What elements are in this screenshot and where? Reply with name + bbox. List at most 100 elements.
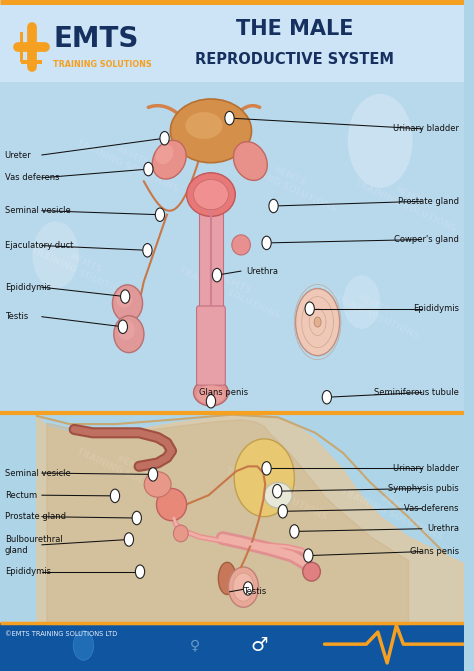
Ellipse shape	[233, 573, 254, 601]
Ellipse shape	[228, 567, 258, 607]
Text: #EMTS
TRAINING SOLUTIONS: #EMTS TRAINING SOLUTIONS	[75, 437, 184, 502]
Text: Epididymis: Epididymis	[413, 304, 459, 313]
Text: Seminiferous tubule: Seminiferous tubule	[374, 388, 459, 397]
Text: Testis: Testis	[5, 312, 28, 321]
Ellipse shape	[185, 112, 222, 139]
Circle shape	[143, 244, 152, 257]
Text: Rectum: Rectum	[5, 491, 37, 500]
FancyBboxPatch shape	[0, 0, 464, 413]
Text: Ureter: Ureter	[5, 150, 31, 160]
Ellipse shape	[197, 385, 225, 404]
Circle shape	[118, 320, 128, 333]
Text: Seminal vesicle: Seminal vesicle	[5, 206, 70, 215]
Ellipse shape	[193, 179, 228, 210]
Ellipse shape	[117, 320, 135, 340]
Text: #EMTS
TRAINING SOLUTIONS: #EMTS TRAINING SOLUTIONS	[233, 149, 342, 213]
FancyBboxPatch shape	[0, 0, 464, 82]
Ellipse shape	[303, 562, 320, 581]
Circle shape	[262, 462, 271, 475]
Text: #EMTS
TRAINING SOLUTIONS: #EMTS TRAINING SOLUTIONS	[177, 256, 286, 321]
Circle shape	[244, 582, 253, 595]
Ellipse shape	[152, 140, 186, 179]
FancyBboxPatch shape	[0, 0, 464, 671]
Text: #EMTS
TRAINING SOLUTIONS: #EMTS TRAINING SOLUTIONS	[224, 458, 333, 522]
Circle shape	[148, 468, 158, 481]
Text: ©EMTS TRAINING SOLUTIONS LTD: ©EMTS TRAINING SOLUTIONS LTD	[5, 631, 117, 637]
Circle shape	[262, 236, 271, 250]
Circle shape	[304, 549, 313, 562]
Circle shape	[212, 268, 222, 282]
Text: #EMTS
TRAINING SOLUTIONS: #EMTS TRAINING SOLUTIONS	[354, 169, 463, 234]
Text: Prostate gland: Prostate gland	[5, 512, 65, 521]
Ellipse shape	[193, 379, 228, 406]
FancyBboxPatch shape	[0, 623, 464, 671]
Circle shape	[348, 94, 413, 188]
Ellipse shape	[144, 472, 171, 497]
Circle shape	[73, 631, 94, 660]
Text: #EMTS
TRAINING SOLUTIONS: #EMTS TRAINING SOLUTIONS	[340, 478, 448, 542]
Text: Vas deferens: Vas deferens	[404, 504, 459, 513]
Text: ♀: ♀	[190, 639, 200, 652]
FancyBboxPatch shape	[20, 32, 23, 62]
Ellipse shape	[234, 142, 267, 180]
Circle shape	[305, 302, 314, 315]
Circle shape	[155, 208, 164, 221]
Ellipse shape	[187, 173, 235, 216]
Text: Urethra: Urethra	[246, 266, 278, 276]
Circle shape	[206, 395, 216, 408]
Text: Bulbourethral
gland: Bulbourethral gland	[5, 535, 63, 554]
Text: THE MALE: THE MALE	[236, 19, 353, 39]
Ellipse shape	[170, 99, 252, 162]
Ellipse shape	[173, 525, 188, 542]
Ellipse shape	[219, 562, 236, 595]
Text: TRAINING SOLUTIONS: TRAINING SOLUTIONS	[53, 60, 152, 69]
Text: Epididymis: Epididymis	[5, 282, 51, 292]
Text: Urethra: Urethra	[427, 524, 459, 533]
Circle shape	[225, 111, 234, 125]
FancyBboxPatch shape	[197, 306, 225, 385]
Text: Prostate gland: Prostate gland	[398, 197, 459, 206]
Ellipse shape	[116, 289, 132, 308]
Ellipse shape	[114, 316, 144, 353]
Text: Urinary bladder: Urinary bladder	[393, 124, 459, 134]
Ellipse shape	[264, 482, 292, 508]
Circle shape	[120, 290, 130, 303]
FancyBboxPatch shape	[21, 60, 42, 64]
Circle shape	[32, 221, 79, 289]
Text: Glans penis: Glans penis	[199, 388, 248, 397]
Polygon shape	[200, 205, 222, 309]
Text: Glans penis: Glans penis	[410, 547, 459, 556]
Circle shape	[124, 533, 134, 546]
Circle shape	[278, 505, 287, 518]
Polygon shape	[37, 415, 464, 624]
Ellipse shape	[296, 289, 339, 356]
Circle shape	[110, 489, 119, 503]
Text: Ejaculatory duct: Ejaculatory duct	[5, 241, 73, 250]
Ellipse shape	[314, 317, 321, 327]
Circle shape	[290, 525, 299, 538]
Circle shape	[132, 511, 141, 525]
Text: Epididymis: Epididymis	[5, 567, 51, 576]
Text: Seminal vesicle: Seminal vesicle	[5, 468, 70, 478]
Text: Testis: Testis	[243, 587, 266, 597]
Text: #EMTS
TRAINING SOLUTIONS: #EMTS TRAINING SOLUTIONS	[317, 276, 425, 341]
Text: REPRODUCTIVE SYSTEM: REPRODUCTIVE SYSTEM	[195, 52, 394, 66]
Circle shape	[144, 162, 153, 176]
Circle shape	[136, 565, 145, 578]
Ellipse shape	[156, 488, 187, 521]
Text: Vas deferens: Vas deferens	[5, 173, 59, 183]
Text: Urinary bladder: Urinary bladder	[393, 464, 459, 473]
Circle shape	[269, 199, 278, 213]
Text: Cowper's gland: Cowper's gland	[394, 235, 459, 244]
Circle shape	[160, 132, 169, 145]
Circle shape	[273, 484, 282, 498]
Text: EMTS: EMTS	[53, 25, 139, 53]
Ellipse shape	[112, 285, 143, 321]
Text: #EMTS
TRAINING SOLUTIONS: #EMTS TRAINING SOLUTIONS	[29, 236, 138, 301]
Text: #EMTS
TRAINING SOLUTIONS: #EMTS TRAINING SOLUTIONS	[75, 129, 184, 193]
Text: Symphysis pubis: Symphysis pubis	[388, 484, 459, 493]
Polygon shape	[234, 439, 294, 517]
Ellipse shape	[155, 144, 173, 164]
Circle shape	[322, 391, 331, 404]
Text: ♂: ♂	[251, 636, 268, 655]
